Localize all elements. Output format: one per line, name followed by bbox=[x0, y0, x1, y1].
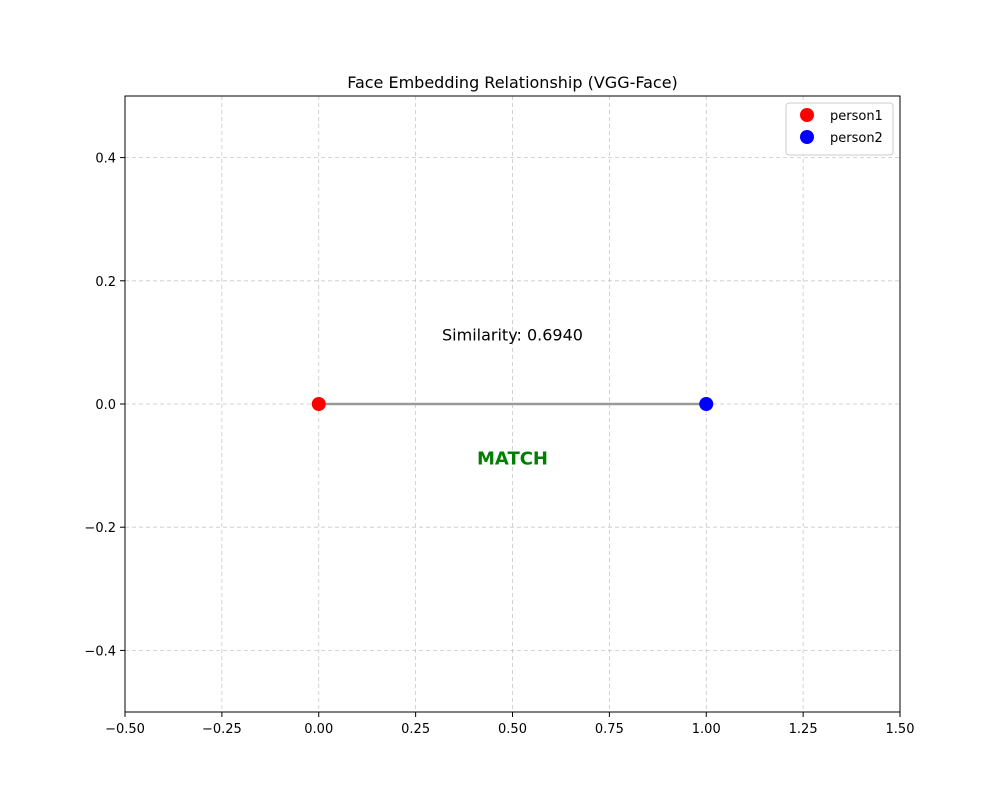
legend-label-person2: person2 bbox=[830, 131, 883, 146]
x-tick-label: 1.25 bbox=[789, 722, 818, 737]
x-tick-label: 0.25 bbox=[401, 722, 430, 737]
x-tick-label: 0.00 bbox=[304, 722, 333, 737]
x-tick-label: 0.50 bbox=[498, 722, 527, 737]
y-tick-label: 0.4 bbox=[95, 152, 116, 167]
y-tick-label: 0.2 bbox=[95, 275, 116, 290]
legend-label-person1: person1 bbox=[830, 109, 883, 124]
x-tick-label: 0.75 bbox=[595, 722, 624, 737]
person2-point bbox=[699, 397, 714, 411]
x-tick-label: −0.50 bbox=[105, 722, 145, 737]
similarity-annotation: Similarity: 0.6940 bbox=[442, 326, 583, 345]
y-tick-label: −0.4 bbox=[84, 644, 116, 659]
points-layer bbox=[311, 397, 714, 411]
y-tick-label: 0.0 bbox=[95, 398, 116, 413]
y-tick-label: −0.2 bbox=[84, 521, 116, 536]
x-axis: −0.50 −0.25 0.00 0.25 0.50 0.75 1.00 1.25 1.50 bbox=[105, 712, 914, 737]
person1-point bbox=[311, 397, 326, 411]
x-tick-label: 1.00 bbox=[692, 722, 721, 737]
legend: person1 person2 bbox=[785, 102, 894, 156]
annotation-layer: Similarity: 0.6940 MATCH bbox=[442, 326, 583, 470]
legend-marker-person2 bbox=[800, 130, 814, 144]
x-tick-label: 1.50 bbox=[886, 722, 915, 737]
y-axis: −0.4 −0.2 0.0 0.2 0.4 bbox=[84, 152, 125, 659]
x-tick-label: −0.25 bbox=[202, 722, 242, 737]
chart-title: Face Embedding Relationship (VGG-Face) bbox=[347, 73, 678, 92]
match-annotation: MATCH bbox=[477, 448, 548, 469]
legend-marker-person1 bbox=[800, 108, 814, 122]
